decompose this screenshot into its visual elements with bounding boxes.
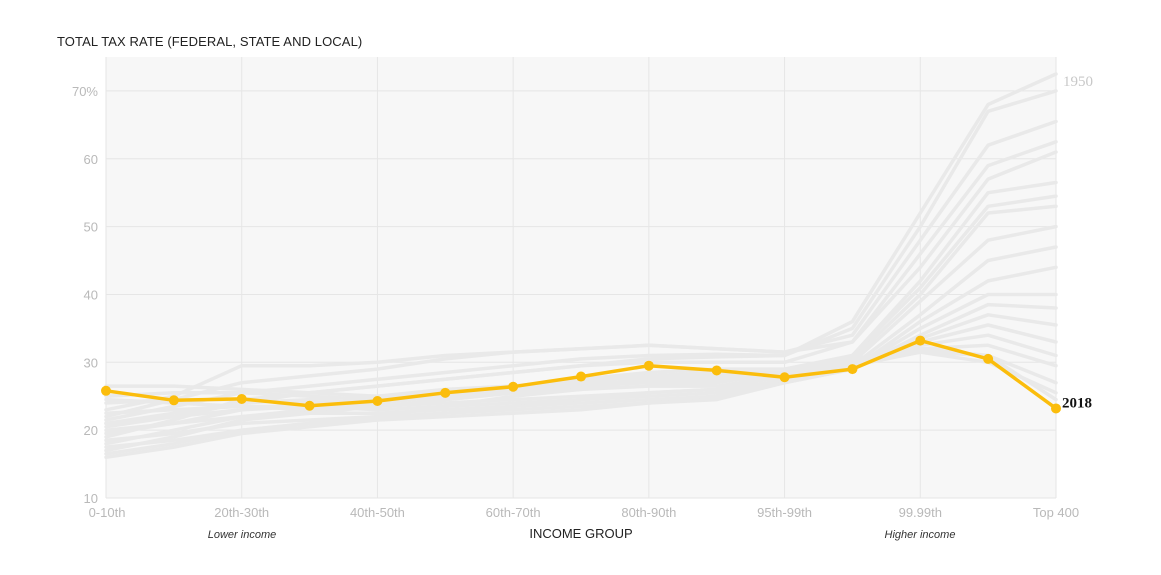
y-tick-label: 60 — [84, 152, 98, 167]
series-point-2018 — [847, 364, 858, 375]
y-axis-ticks: 70% 60 50 40 30 20 10 — [72, 84, 98, 506]
x-tick-label: Top 400 — [1033, 505, 1079, 520]
historical-series-line — [104, 346, 1058, 449]
series-point-2018 — [168, 395, 179, 406]
historical-series-group: 1950 — [104, 72, 1093, 460]
series-point-2018 — [643, 360, 654, 371]
series-point-2018 — [372, 395, 383, 406]
y-tick-label: 40 — [84, 287, 98, 302]
series-point-2018 — [304, 400, 315, 411]
y-tick-label: 70% — [72, 84, 98, 99]
plot-background — [106, 57, 1056, 498]
series-label-2018: 2018 — [1062, 395, 1092, 411]
series-point-2018 — [915, 335, 926, 346]
x-tick-label: 20th-30th — [214, 505, 269, 520]
y-tick-label: 10 — [84, 491, 98, 506]
y-tick-label: 30 — [84, 355, 98, 370]
y-tick-label: 20 — [84, 423, 98, 438]
series-point-2018 — [440, 387, 451, 398]
historical-series-line — [104, 150, 1058, 412]
historical-series-line — [104, 350, 1058, 426]
highlight-series-group: 2018 — [101, 335, 1092, 414]
x-tick-label: 0-10th — [89, 505, 126, 520]
x-axis-title: INCOME GROUP — [529, 526, 632, 541]
x-tick-label: 40th-50th — [350, 505, 405, 520]
chart-title: TOTAL TAX RATE (FEDERAL, STATE AND LOCAL… — [57, 34, 363, 49]
historical-series-line — [104, 140, 1058, 439]
series-point-2018 — [711, 365, 722, 376]
x-tick-label: 95th-99th — [757, 505, 812, 520]
series-point-2018 — [983, 353, 994, 364]
lower-income-note: Lower income — [208, 529, 276, 541]
series-point-2018 — [101, 385, 111, 396]
series-point-2018 — [508, 381, 519, 392]
series-point-2018 — [576, 371, 586, 382]
y-tick-label: 50 — [84, 220, 98, 235]
higher-income-note: Higher income — [885, 529, 956, 541]
series-point-2018 — [779, 372, 790, 383]
series-label-1950: 1950 — [1063, 74, 1093, 90]
x-tick-label: 60th-70th — [486, 505, 541, 520]
series-point-2018 — [1051, 403, 1061, 414]
x-axis-ticks: 0-10th 20th-30th 40th-50th 60th-70th 80th-90… — [89, 505, 1080, 520]
series-point-2018 — [236, 393, 247, 404]
x-tick-label: 80th-90th — [621, 505, 676, 520]
historical-series-line — [104, 292, 1058, 443]
x-tick-label: 99.99th — [899, 505, 942, 520]
